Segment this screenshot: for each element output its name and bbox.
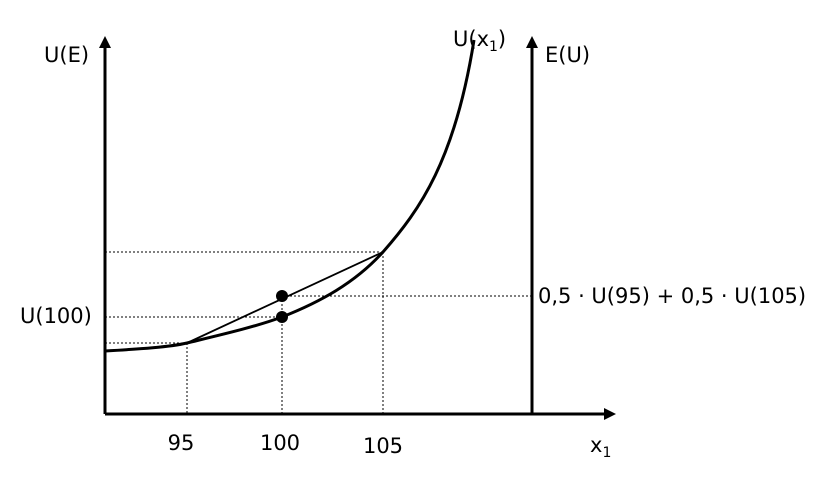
- curve-label: U(x1): [453, 27, 506, 55]
- u100-label: U(100): [20, 304, 92, 328]
- expected-utility-point: [276, 290, 288, 302]
- x-axis-label: x1: [590, 433, 611, 461]
- tick-100: 100: [260, 431, 300, 455]
- utility-of-expectation-point: [276, 311, 288, 323]
- curve-label-close: ): [498, 27, 506, 51]
- x-axis-label-base: x: [590, 433, 602, 457]
- expected-utility-label: 0,5 · U(95) + 0,5 · U(105): [538, 284, 806, 308]
- curve-label-base: U(x: [453, 27, 489, 51]
- y-axis-right-label: E(U): [545, 43, 590, 67]
- guide-lines: [105, 251, 532, 414]
- tick-95: 95: [168, 431, 195, 455]
- x-axis-label-sub: 1: [602, 445, 611, 461]
- utility-curve: [104, 39, 476, 353]
- tick-105: 105: [363, 434, 403, 458]
- curve-label-sub: 1: [489, 39, 498, 55]
- y-axis-left-label: U(E): [44, 43, 89, 67]
